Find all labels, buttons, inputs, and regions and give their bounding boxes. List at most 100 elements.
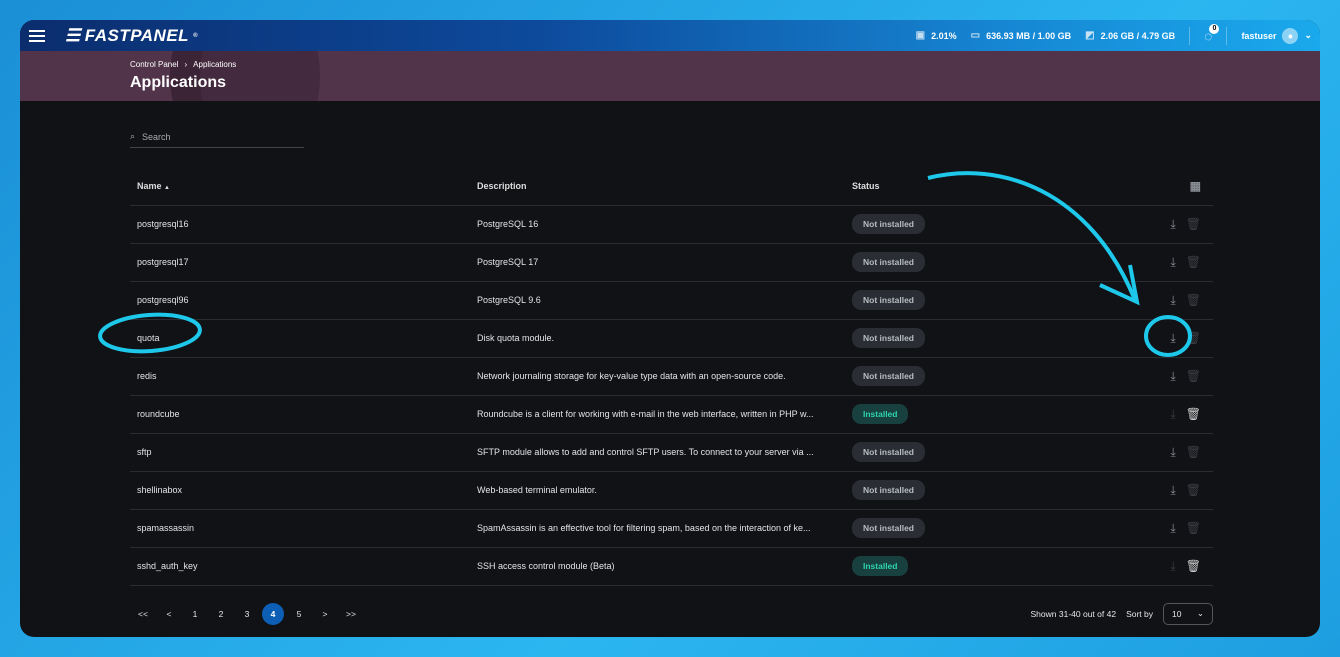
table-row: postgresql96 PostgreSQL 9.6 Not installe… — [130, 281, 1213, 320]
logo-icon: ☰ — [65, 25, 81, 45]
install-icon[interactable]: ⤓ — [1170, 216, 1176, 231]
column-name[interactable]: Name ▲ — [130, 168, 470, 206]
check-circle-icon: ◌ — [1204, 27, 1213, 44]
ram-stat: ▭ 636.93 MB / 1.00 GB — [970, 30, 1072, 41]
trash-icon[interactable]: 🗑 — [1185, 558, 1201, 573]
install-icon[interactable]: ⤓ — [1170, 368, 1176, 383]
app-description: PostgreSQL 16 — [470, 205, 845, 244]
trash-icon[interactable]: 🗑 — [1185, 330, 1201, 345]
table-row: roundcube Roundcube is a client for work… — [130, 395, 1213, 434]
status-badge: Not installed — [852, 366, 926, 386]
table-row: shellinabox Web-based terminal emulator.… — [130, 471, 1213, 510]
top-bar: ☰ FASTPANEL ® ▣ 2.01% ▭ 636.93 MB / 1.00 GB … — [20, 20, 1320, 51]
app-description: PostgreSQL 9.6 — [470, 281, 845, 320]
status-badge: Not installed — [852, 480, 926, 500]
page-2[interactable]: 2 — [218, 608, 224, 619]
app-description: Network journaling storage for key-value… — [470, 357, 845, 396]
user-menu[interactable]: fastuser ● ⌄ — [1241, 27, 1312, 44]
page-1[interactable]: 1 — [192, 608, 198, 619]
trash-icon[interactable]: 🗑 — [1185, 482, 1201, 497]
status-badge: Not installed — [852, 442, 926, 462]
app-description: SSH access control module (Beta) — [470, 547, 845, 586]
chevron-down-icon: ⌄ — [1304, 30, 1312, 40]
app-description: Roundcube is a client for working with e… — [470, 395, 845, 434]
prev-page[interactable]: < — [166, 608, 172, 619]
status-badge: Not installed — [852, 518, 926, 538]
app-window: ☰ FASTPANEL ® ▣ 2.01% ▭ 636.93 MB / 1.00 GB … — [20, 20, 1320, 637]
disk-icon: ◩ — [1085, 30, 1095, 41]
install-icon[interactable]: ⤓ — [1170, 292, 1176, 307]
table-row: quota Disk quota module. Not installed ⤓… — [130, 319, 1213, 358]
app-name: postgresql17 — [130, 243, 470, 282]
trash-icon[interactable]: 🗑 — [1185, 254, 1201, 269]
status-badge: Not installed — [852, 290, 926, 310]
pagination: << < 1 2 3 4 5 > >> Shown 31-40 out of 42 So… — [130, 602, 1213, 625]
page-4[interactable]: 4 — [262, 602, 284, 625]
page-5[interactable]: 5 — [296, 608, 302, 619]
app-name: spamassassin — [130, 509, 470, 548]
install-icon[interactable]: ⤓ — [1170, 254, 1176, 269]
tasks-button[interactable]: ◌ 0 — [1204, 23, 1220, 44]
trash-icon[interactable]: 🗑 — [1185, 406, 1201, 421]
disk-stat: ◩ 2.06 GB / 4.79 GB — [1085, 30, 1176, 41]
next-page[interactable]: > — [322, 608, 328, 619]
trash-icon[interactable]: 🗑 — [1185, 368, 1201, 383]
status-badge: Not installed — [852, 214, 926, 234]
trash-icon[interactable]: 🗑 — [1185, 444, 1201, 459]
install-icon[interactable]: ⤓ — [1170, 558, 1176, 573]
search-icon: ⌕ — [130, 131, 136, 141]
status-badge: Installed — [852, 404, 909, 424]
app-name: redis — [130, 357, 470, 396]
page-3[interactable]: 3 — [244, 608, 250, 619]
menu-icon[interactable] — [29, 27, 45, 45]
applications-table: Name ▲ Description Status ▦ postgresql16… — [130, 168, 1213, 586]
per-page-select[interactable]: 10 ⌄ — [1163, 602, 1213, 625]
column-settings-icon[interactable]: ▦ — [1055, 168, 1213, 206]
first-page[interactable]: << — [138, 608, 148, 619]
search-input[interactable]: ⌕ Search — [130, 126, 304, 148]
app-name: sftp — [130, 433, 470, 472]
app-name: postgresql16 — [130, 205, 470, 244]
breadcrumb-control-panel[interactable]: Control Panel — [130, 60, 179, 69]
app-name: shellinabox — [130, 471, 470, 510]
table-row: postgresql16 PostgreSQL 16 Not installed… — [130, 205, 1213, 244]
sort-asc-icon: ▲ — [164, 185, 170, 192]
table-row: spamassassin SpamAssassin is an effectiv… — [130, 509, 1213, 548]
sort-label: Sort by — [1126, 608, 1153, 619]
table-row: redis Network journaling storage for key… — [130, 357, 1213, 396]
app-name: roundcube — [130, 395, 470, 434]
status-badge: Installed — [852, 556, 909, 576]
trash-icon[interactable]: 🗑 — [1185, 520, 1201, 535]
app-description: SpamAssassin is an effective tool for fi… — [470, 509, 845, 548]
install-icon[interactable]: ⤓ — [1170, 444, 1176, 459]
status-badge: Not installed — [852, 328, 926, 348]
install-icon[interactable]: ⤓ — [1170, 330, 1176, 345]
install-icon[interactable]: ⤓ — [1170, 482, 1176, 497]
app-description: PostgreSQL 17 — [470, 243, 845, 282]
table-row: postgresql17 PostgreSQL 17 Not installed… — [130, 243, 1213, 282]
app-description: Web-based terminal emulator. — [470, 471, 845, 510]
cpu-icon: ▣ — [915, 30, 926, 41]
table-row: sftp SFTP module allows to add and contr… — [130, 433, 1213, 472]
app-description: Disk quota module. — [470, 319, 845, 358]
shown-count: Shown 31-40 out of 42 — [1030, 608, 1117, 619]
last-page[interactable]: >> — [346, 608, 356, 619]
trash-icon[interactable]: 🗑 — [1185, 216, 1201, 231]
breadcrumb-applications: Applications — [193, 60, 237, 69]
column-description: Description — [470, 168, 845, 206]
avatar: ● — [1282, 27, 1299, 44]
breadcrumb: Control Panel › Applications — [130, 60, 237, 69]
ram-icon: ▭ — [970, 30, 981, 41]
trash-icon[interactable]: 🗑 — [1185, 292, 1201, 307]
chevron-down-icon: ⌄ — [1196, 608, 1204, 618]
page-title: Applications — [130, 74, 227, 91]
app-name: postgresql96 — [130, 281, 470, 320]
column-status: Status — [845, 168, 1056, 206]
page-header: Control Panel › Applications Applications — [20, 51, 1320, 101]
install-icon[interactable]: ⤓ — [1170, 406, 1176, 421]
app-description: SFTP module allows to add and control SF… — [470, 433, 845, 472]
app-name: quota — [130, 319, 470, 358]
install-icon[interactable]: ⤓ — [1170, 520, 1176, 535]
logo[interactable]: ☰ FASTPANEL ® — [65, 25, 198, 45]
cpu-stat: ▣ 2.01% — [915, 30, 957, 41]
